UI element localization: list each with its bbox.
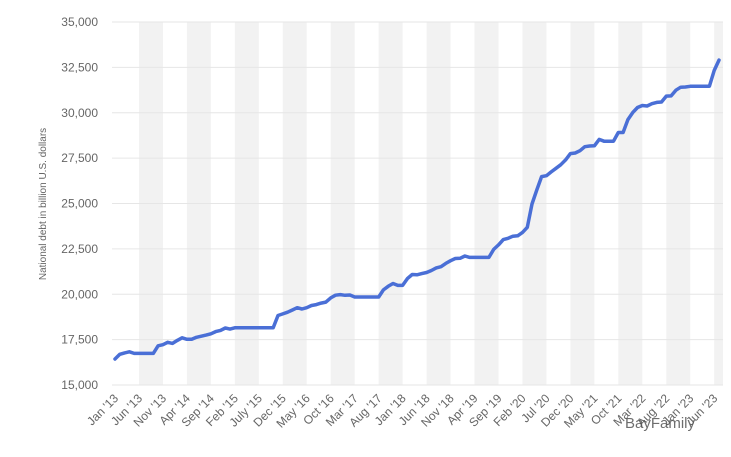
watermark: BayFamily [625,415,696,432]
y-tick-label: 32,500 [61,60,98,74]
y-tick-label: 15,000 [61,378,98,392]
data-line [113,58,721,361]
y-axis-title: National debt in billion U.S. dollars [38,128,49,280]
y-tick-label: 27,500 [61,151,98,165]
y-tick-label: 17,500 [61,333,98,347]
y-tick-label: 20,000 [61,287,98,301]
y-tick-label: 35,000 [61,15,98,29]
y-tick-label: 25,000 [61,197,98,211]
y-tick-label: 22,500 [61,242,98,256]
y-tick-label: 30,000 [61,106,98,120]
